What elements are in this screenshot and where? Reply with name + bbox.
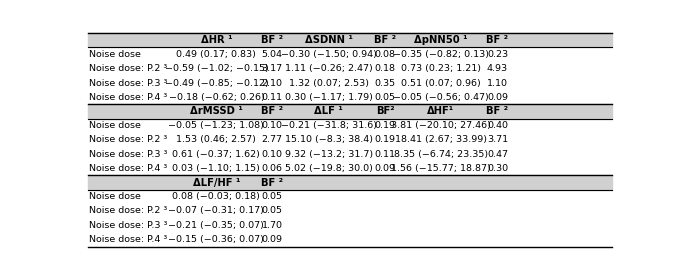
Text: ΔpNN50 ¹: ΔpNN50 ¹: [414, 35, 468, 45]
Bar: [88, 175, 612, 190]
Text: 2.77: 2.77: [262, 135, 283, 144]
Bar: [88, 33, 612, 47]
Text: 0.08 (−0.03; 0.18): 0.08 (−0.03; 0.18): [172, 192, 260, 201]
Text: BF ²: BF ²: [261, 35, 283, 45]
Text: 0.05: 0.05: [262, 206, 283, 216]
Text: 0.18: 0.18: [375, 64, 395, 73]
Text: 0.30 (−1.17; 1.79): 0.30 (−1.17; 1.79): [285, 93, 373, 102]
Text: 0.11: 0.11: [375, 150, 395, 159]
Text: −0.21 (−0.35; 0.07): −0.21 (−0.35; 0.07): [169, 221, 264, 230]
Text: 0.51 (0.07; 0.96): 0.51 (0.07; 0.96): [401, 78, 481, 88]
Text: −0.05 (−0.56; 0.47): −0.05 (−0.56; 0.47): [393, 93, 489, 102]
Text: 4.93: 4.93: [487, 64, 508, 73]
Text: ΔSDNN ¹: ΔSDNN ¹: [305, 35, 353, 45]
Text: −0.07 (−0.31; 0.17): −0.07 (−0.31; 0.17): [169, 206, 264, 216]
Text: Noise dose: P.2 ³: Noise dose: P.2 ³: [89, 206, 167, 216]
Text: ΔHF¹: ΔHF¹: [427, 106, 454, 116]
Text: 1.10: 1.10: [487, 78, 508, 88]
Text: −0.59 (−1.02; −0.15): −0.59 (−1.02; −0.15): [165, 64, 268, 73]
Text: BF²: BF²: [376, 106, 395, 116]
Text: 1.32 (0.07; 2.53): 1.32 (0.07; 2.53): [289, 78, 369, 88]
Text: 0.11: 0.11: [262, 93, 283, 102]
Text: BF ²: BF ²: [486, 106, 509, 116]
Text: 0.49 (0.17; 0.83): 0.49 (0.17; 0.83): [176, 50, 256, 59]
Text: Noise dose: P.4 ³: Noise dose: P.4 ³: [89, 164, 167, 173]
Text: 5.04: 5.04: [262, 50, 283, 59]
Text: 0.08: 0.08: [375, 50, 395, 59]
Text: ΔLF ¹: ΔLF ¹: [314, 106, 344, 116]
Text: 0.09: 0.09: [487, 93, 508, 102]
Text: Noise dose: Noise dose: [89, 50, 141, 59]
Text: 1.70: 1.70: [262, 221, 283, 230]
Text: 0.23: 0.23: [487, 50, 508, 59]
Text: −0.49 (−0.85; −0.12): −0.49 (−0.85; −0.12): [165, 78, 268, 88]
Text: 1.56 (−15.77; 18.87): 1.56 (−15.77; 18.87): [391, 164, 490, 173]
Text: Noise dose: P.3 ³: Noise dose: P.3 ³: [89, 221, 167, 230]
Text: 0.05: 0.05: [375, 93, 395, 102]
Text: 8.35 (−6.74; 23.35): 8.35 (−6.74; 23.35): [394, 150, 488, 159]
Text: −0.05 (−1.23; 1.08): −0.05 (−1.23; 1.08): [169, 121, 264, 130]
Text: ΔHR ¹: ΔHR ¹: [201, 35, 232, 45]
Text: −0.30 (−1.50; 0.94): −0.30 (−1.50; 0.94): [281, 50, 377, 59]
Text: 1.11 (−0.26; 2.47): 1.11 (−0.26; 2.47): [285, 64, 373, 73]
Text: ΔrMSSD ¹: ΔrMSSD ¹: [190, 106, 243, 116]
Text: 0.73 (0.23; 1.21): 0.73 (0.23; 1.21): [401, 64, 481, 73]
Text: 5.02 (−19.8; 30.0): 5.02 (−19.8; 30.0): [285, 164, 373, 173]
Text: ΔLF/HF ¹: ΔLF/HF ¹: [193, 178, 240, 188]
Text: 3.17: 3.17: [262, 64, 283, 73]
Text: 0.19: 0.19: [375, 121, 395, 130]
Text: 0.03 (−1.10; 1.15): 0.03 (−1.10; 1.15): [172, 164, 260, 173]
Text: Noise dose: P.2 ³: Noise dose: P.2 ³: [89, 64, 167, 73]
Text: Noise dose: P.4 ³: Noise dose: P.4 ³: [89, 93, 167, 102]
Text: 0.40: 0.40: [487, 121, 508, 130]
Text: Noise dose: P.3 ³: Noise dose: P.3 ³: [89, 78, 167, 88]
Bar: [88, 104, 612, 119]
Text: 15.10 (−8.3; 38.4): 15.10 (−8.3; 38.4): [285, 135, 373, 144]
Text: 2.10: 2.10: [262, 78, 283, 88]
Text: 0.06: 0.06: [262, 164, 283, 173]
Text: −0.18 (−0.62; 0.26): −0.18 (−0.62; 0.26): [169, 93, 264, 102]
Text: Noise dose: Noise dose: [89, 121, 141, 130]
Text: 3.81 (−20.10; 27.46): 3.81 (−20.10; 27.46): [391, 121, 491, 130]
Text: 0.19: 0.19: [375, 135, 395, 144]
Text: 18.41 (2.67; 33.99): 18.41 (2.67; 33.99): [395, 135, 487, 144]
Text: 0.05: 0.05: [262, 192, 283, 201]
Text: −0.15 (−0.36; 0.07): −0.15 (−0.36; 0.07): [169, 235, 264, 244]
Text: 0.09: 0.09: [375, 164, 395, 173]
Text: 0.61 (−0.37; 1.62): 0.61 (−0.37; 1.62): [172, 150, 260, 159]
Text: BF ²: BF ²: [374, 35, 396, 45]
Text: BF ²: BF ²: [486, 35, 509, 45]
Text: 0.10: 0.10: [262, 121, 283, 130]
Text: Noise dose: Noise dose: [89, 192, 141, 201]
Text: Noise dose: P.3 ³: Noise dose: P.3 ³: [89, 150, 167, 159]
Text: 0.30: 0.30: [487, 164, 508, 173]
Text: 0.10: 0.10: [262, 150, 283, 159]
Text: 1.53 (0.46; 2.57): 1.53 (0.46; 2.57): [176, 135, 256, 144]
Text: Noise dose: P.4 ³: Noise dose: P.4 ³: [89, 235, 167, 244]
Text: BF ²: BF ²: [261, 106, 283, 116]
Text: Noise dose: P.2 ³: Noise dose: P.2 ³: [89, 135, 167, 144]
Text: 0.09: 0.09: [262, 235, 283, 244]
Text: 9.32 (−13.2; 31.7): 9.32 (−13.2; 31.7): [285, 150, 373, 159]
Text: 0.35: 0.35: [375, 78, 396, 88]
Text: −0.35 (−0.82; 0.13): −0.35 (−0.82; 0.13): [393, 50, 489, 59]
Text: 3.71: 3.71: [487, 135, 508, 144]
Text: BF ²: BF ²: [261, 178, 283, 188]
Text: −0.21 (−31.8; 31.6): −0.21 (−31.8; 31.6): [281, 121, 377, 130]
Text: 0.47: 0.47: [487, 150, 508, 159]
